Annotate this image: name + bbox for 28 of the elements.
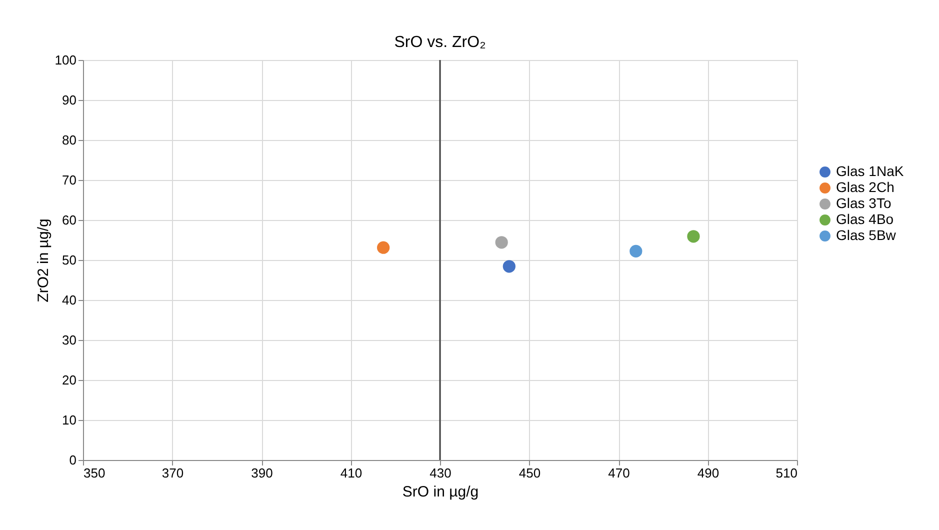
legend-label: Glas 5Bw bbox=[836, 227, 897, 243]
x-tick-label: 470 bbox=[608, 466, 630, 480]
x-tick-label: 430 bbox=[430, 466, 452, 480]
y-axis-title: ZrO2 in µg/g bbox=[34, 218, 52, 302]
y-tick-label: 40 bbox=[62, 292, 76, 308]
y-tick-label: 90 bbox=[62, 92, 76, 108]
x-axis-title: SrO in µg/g bbox=[402, 484, 479, 500]
chart-title: SrO vs. ZrO₂ bbox=[394, 34, 486, 51]
legend-label: Glas 2Ch bbox=[836, 179, 894, 195]
x-tick-label: 370 bbox=[162, 466, 184, 480]
x-tick-label: 450 bbox=[518, 466, 541, 480]
x-tick-label: 490 bbox=[697, 466, 720, 480]
y-tick-label: 30 bbox=[62, 332, 76, 348]
x-tick-label: 390 bbox=[251, 466, 273, 480]
x-tick-label: 350 bbox=[84, 466, 106, 480]
x-tick-label: 510 bbox=[776, 466, 798, 480]
y-tick-label: 50 bbox=[62, 252, 76, 268]
y-tick-label: 0 bbox=[69, 452, 76, 468]
x-tick-label: 410 bbox=[340, 466, 362, 480]
legend-label: Glas 3To bbox=[836, 195, 892, 211]
y-tick-label: 70 bbox=[62, 172, 76, 188]
legend-label: Glas 1NaK bbox=[836, 163, 904, 179]
legend-label: Glas 4Bo bbox=[836, 211, 894, 227]
y-tick-label: 60 bbox=[62, 212, 76, 228]
y-tick-label: 20 bbox=[62, 372, 76, 388]
y-tick-label: 80 bbox=[62, 132, 76, 148]
y-tick-label: 10 bbox=[62, 412, 76, 428]
y-tick-label: 100 bbox=[54, 52, 76, 68]
